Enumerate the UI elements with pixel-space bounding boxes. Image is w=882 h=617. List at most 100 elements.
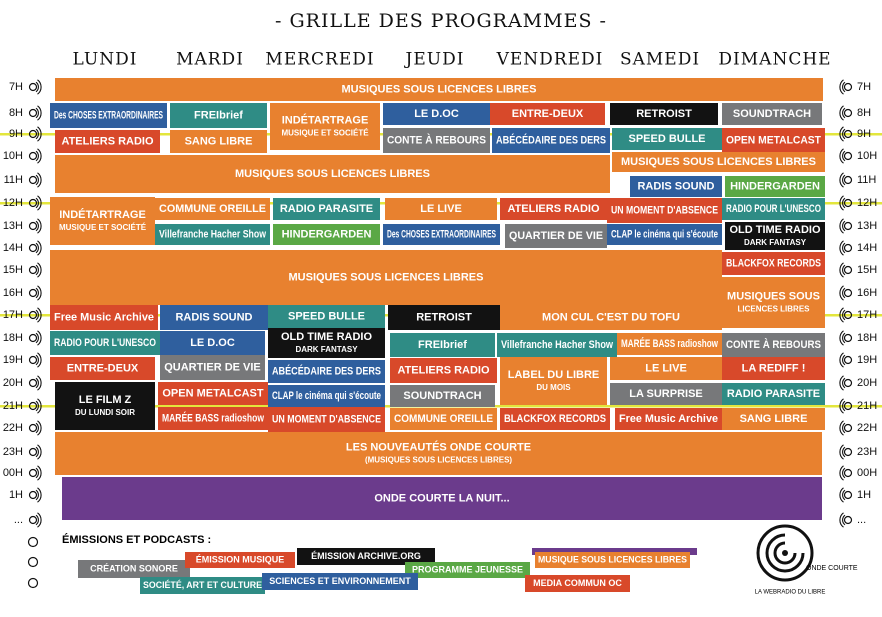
block-label: LE LIVE	[645, 362, 687, 374]
icon-wave	[37, 79, 42, 95]
radio-icon	[839, 307, 853, 323]
block-label: UN MOMENT D'ABSENCE	[611, 204, 718, 216]
hour-label: 23H	[857, 446, 877, 458]
radio-icon	[28, 330, 42, 346]
legend-swatch	[185, 552, 295, 568]
program-block: CONTE À REBOURS	[722, 333, 825, 357]
program-block: UN MOMENT D'ABSENCE	[268, 407, 385, 432]
block-label: LES NOUVEAUTÉS ONDE COURTE	[346, 440, 531, 453]
program-block: SPEED BULLE	[268, 305, 385, 328]
block-bg	[722, 333, 825, 357]
hour-label: 14H	[857, 242, 877, 254]
radio-icon	[28, 285, 42, 301]
hour-label: 1H	[857, 489, 871, 501]
icon-wave	[839, 148, 844, 164]
block-bg	[490, 103, 605, 125]
block-bg	[268, 407, 385, 432]
icon-wave	[842, 377, 846, 389]
icon-wave	[37, 398, 42, 414]
day-label: LUNDI	[73, 50, 138, 70]
block-label: Des CHOSES EXTRAORDINAIRES	[54, 109, 163, 121]
hour-label: 20H	[3, 377, 23, 389]
program-block: CONTE À REBOURS	[383, 128, 490, 153]
icon-wave	[35, 354, 39, 366]
icon-wave	[842, 309, 846, 321]
icon-wave	[842, 400, 846, 412]
block-label: SPEED BULLE	[288, 310, 365, 322]
icon-dot	[28, 355, 38, 365]
icon-dot	[843, 175, 853, 185]
program-block: ENTRE-DEUX	[490, 103, 605, 125]
block-label: RADIS SOUND	[637, 180, 714, 192]
hour-label: 22H	[857, 422, 877, 434]
program-block: RADIO POUR L'UNESCO	[722, 198, 825, 220]
radio-icon	[839, 512, 853, 528]
icon-wave	[35, 264, 39, 276]
icon-dot	[28, 447, 38, 457]
radio-icon	[839, 330, 853, 346]
icon-wave	[35, 467, 39, 479]
program-block: LES NOUVEAUTÉS ONDE COURTE (MUSIQUES SOUS…	[55, 432, 822, 475]
radio-icon	[28, 172, 42, 188]
radio-icon	[28, 352, 42, 368]
block-bg	[383, 128, 490, 153]
program-block: OPEN METALCAST	[722, 128, 825, 153]
icon-wave	[37, 172, 42, 188]
logo-name: ONDE COURTE	[806, 565, 858, 572]
hour-label: 15H	[3, 264, 23, 276]
program-block: COMMUNE OREILLE	[390, 408, 497, 430]
legend-label: PROGRAMME JEUNESSE	[412, 564, 523, 574]
hour-label: 13H	[3, 220, 23, 232]
block-bg	[50, 197, 155, 245]
legend-label: ÉMISSION ARCHIVE.ORG	[311, 551, 421, 561]
icon-wave	[35, 309, 39, 321]
radio-icon	[28, 512, 42, 528]
icon-dot	[843, 423, 853, 433]
legend-swatch	[535, 552, 690, 568]
hour-label: 10H	[857, 150, 877, 162]
icon-wave	[35, 197, 39, 209]
block-label: Free Music Archive	[54, 311, 154, 323]
block-bg	[610, 103, 718, 125]
icon-wave	[839, 126, 844, 142]
block-bg	[610, 383, 722, 405]
icon-wave	[839, 444, 844, 460]
block-label: QUARTIER DE VIE	[164, 361, 261, 373]
icon-dot	[843, 310, 853, 320]
icon-wave	[35, 128, 39, 140]
block-sublabel: DARK FANTASY	[295, 345, 358, 354]
program-block: MARÉE BASS radioshow	[617, 333, 722, 355]
program-block: BLACKFOX RECORDS	[500, 408, 610, 430]
legend-swatch	[525, 575, 630, 592]
block-label: MON CUL C'EST DU TOFU	[542, 311, 680, 323]
radio-icon	[28, 79, 42, 95]
program-block: RETROIST	[388, 305, 500, 330]
block-bg	[158, 407, 268, 430]
radio-icon	[839, 444, 853, 460]
block-label: BLACKFOX RECORDS	[726, 257, 821, 269]
program-block: UN MOMENT D'ABSENCE	[607, 198, 722, 223]
block-bg	[500, 305, 722, 330]
empty-slot	[27, 536, 39, 548]
icon-wave	[839, 105, 844, 121]
icon-wave	[839, 285, 844, 301]
block-label: ATELIERS RADIO	[397, 364, 490, 376]
program-block: INDÉTARTRAGE MUSIQUE ET SOCIÉTÉ	[50, 197, 155, 245]
block-label: UN MOMENT D'ABSENCE	[272, 413, 381, 425]
block-label: Villefranche Hacher Show	[501, 339, 613, 351]
block-label: SANG LIBRE	[185, 135, 253, 147]
icon-dot	[843, 333, 853, 343]
block-label: RETROIST	[416, 311, 472, 323]
block-label: ONDE COURTE LA NUIT...	[374, 492, 509, 504]
icon-wave	[37, 285, 42, 301]
block-label: BLACKFOX RECORDS	[504, 413, 606, 425]
icon-wave	[35, 514, 39, 526]
icon-wave	[37, 126, 42, 142]
hour-label: 16H	[857, 287, 877, 299]
program-block: LE LIVE	[610, 357, 722, 380]
icon-wave	[842, 107, 846, 119]
radio-icon	[839, 195, 853, 211]
block-bg	[383, 103, 490, 125]
block-bg	[273, 198, 380, 220]
radio-icon	[28, 240, 42, 256]
